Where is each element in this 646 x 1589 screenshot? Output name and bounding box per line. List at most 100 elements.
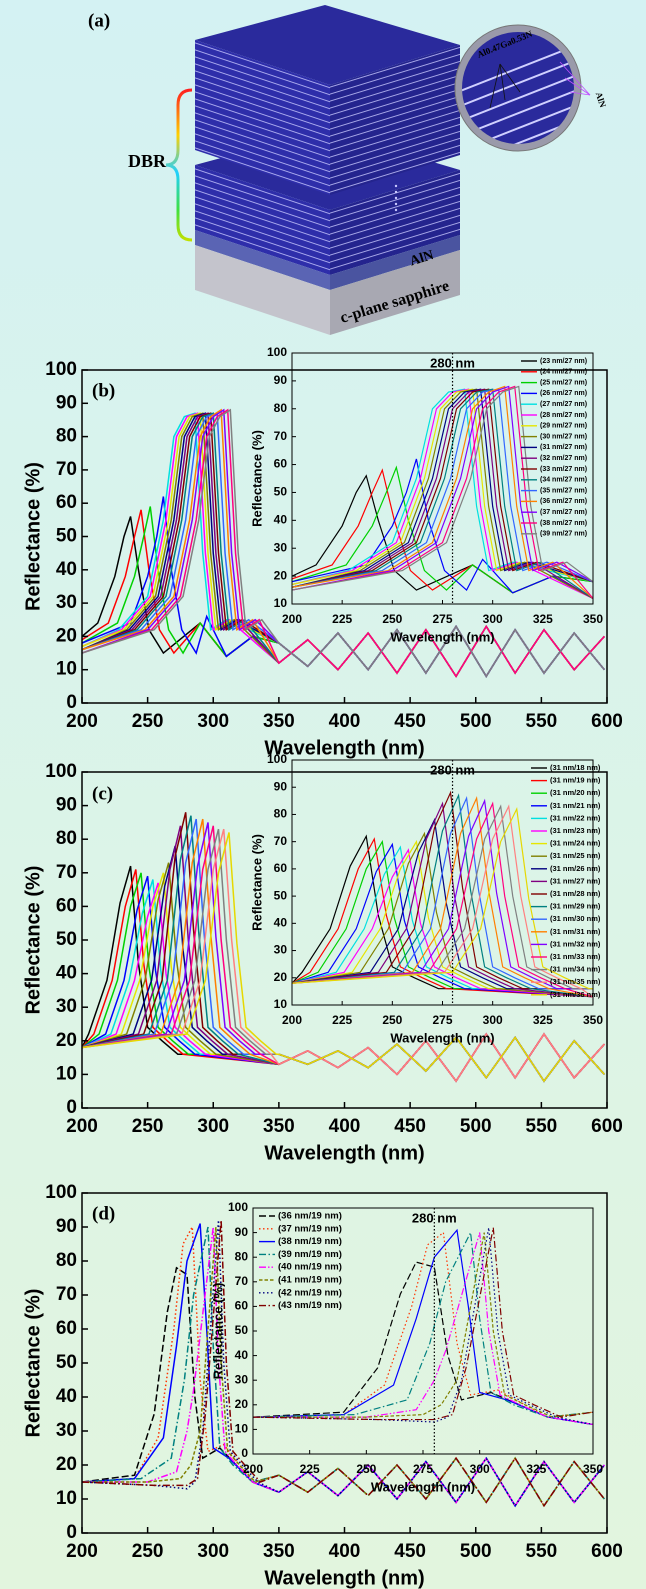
series-line	[82, 408, 605, 678]
series-line	[292, 842, 593, 998]
legend-label: (31 nm/27 nm)	[540, 444, 587, 451]
x-tick-label: 325	[533, 1013, 553, 1027]
legend-label: (23 nm/27 nm)	[540, 358, 587, 365]
y-tick-label: 50	[274, 888, 288, 902]
series-line	[253, 1261, 593, 1426]
x-tick-label: 250	[382, 612, 402, 626]
buffer-label: AlN	[408, 248, 435, 269]
legend-label: (31 nm/32 nm)	[550, 939, 601, 948]
y-tick-label: 10	[274, 997, 288, 1011]
legend-label: (31 nm/18 nm)	[550, 763, 601, 772]
x-tick-label: 550	[526, 711, 558, 732]
y-tick-label: 30	[235, 1372, 249, 1386]
y-tick-label: 30	[56, 996, 77, 1017]
series-line	[292, 385, 593, 591]
y-tick-label: 20	[235, 1397, 249, 1411]
y-tick-label: 70	[56, 459, 77, 480]
series-line	[292, 388, 593, 588]
dot	[394, 208, 398, 212]
legend-label: (31 nm/23 nm)	[550, 826, 601, 835]
series-line	[292, 795, 593, 990]
x-tick-label: 400	[329, 711, 361, 732]
series-line	[292, 388, 593, 588]
pointer-lines	[559, 61, 591, 96]
x-tick-label: 325	[526, 1462, 546, 1476]
x-tick-label: 200	[66, 1541, 98, 1562]
x-tick-label: 250	[132, 711, 164, 732]
x-tick-label: 300	[197, 1116, 229, 1137]
x-tick-label: 250	[382, 1013, 402, 1027]
x-tick-label: 550	[526, 1541, 558, 1562]
legend-label: (38 nm/27 nm)	[540, 520, 587, 527]
dbr-brace	[165, 88, 193, 242]
y-tick-label: 90	[56, 795, 77, 816]
series-line	[292, 465, 593, 594]
legend-label: (36 nm/19 nm)	[278, 1211, 342, 1222]
legend-label: (31 nm/22 nm)	[550, 813, 601, 822]
y-tick-label: 40	[274, 513, 288, 527]
x-tick-label: 275	[413, 1462, 433, 1476]
legend-label: (31 nm/36 nm)	[550, 990, 601, 999]
y-tick-label: 80	[56, 828, 77, 849]
legend-label: (31 nm/20 nm)	[550, 788, 601, 797]
x-tick-label: 275	[432, 612, 452, 626]
y-tick-label: 100	[267, 345, 287, 359]
series-line	[292, 798, 593, 990]
series-line	[82, 828, 605, 1083]
panel-label: (c)	[92, 783, 113, 804]
series-line	[292, 839, 593, 990]
series-line	[292, 804, 593, 990]
x-tick-label: 550	[526, 1116, 558, 1137]
y-tick-label: 60	[56, 895, 77, 916]
y-tick-label: 40	[235, 1348, 249, 1362]
x-tick-label: 350	[263, 1116, 295, 1137]
x-tick-label: 500	[460, 711, 492, 732]
pointer	[564, 77, 591, 96]
y-tick-label: 20	[274, 970, 288, 984]
legend-label: (31 nm/29 nm)	[550, 902, 601, 911]
y-tick-label: 90	[274, 373, 288, 387]
y-tick-label: 60	[274, 457, 288, 471]
series-line	[253, 1228, 593, 1426]
x-tick-label: 350	[583, 1013, 603, 1027]
panel-label: (b)	[92, 380, 115, 401]
x-tick-label: 500	[460, 1541, 492, 1562]
y-axis-title: Reflectance (%)	[249, 430, 264, 527]
series-line	[253, 1232, 593, 1418]
x-tick-label: 200	[66, 711, 98, 732]
series-line	[82, 1220, 605, 1508]
y-tick-label: 90	[235, 1225, 249, 1239]
y-tick-label: 40	[56, 559, 77, 580]
pointer	[489, 63, 501, 109]
y-tick-label: 80	[274, 807, 288, 821]
pointer-lines	[489, 63, 521, 109]
y-axis-title: Reflectance (%)	[249, 834, 264, 931]
series-line	[292, 806, 593, 990]
x-tick-label: 500	[460, 1116, 492, 1137]
x-tick-label: 300	[483, 612, 503, 626]
y-axis-title: Reflectance (%)	[22, 866, 44, 1015]
legend-label: (31 nm/25 nm)	[550, 851, 601, 860]
y-tick-label: 20	[56, 1454, 77, 1475]
y-tick-label: 10	[56, 1063, 77, 1084]
series-line	[292, 385, 593, 591]
y-tick-label: 10	[56, 1488, 77, 1509]
x-tick-label: 400	[329, 1116, 361, 1137]
x-axis-title: Wavelength (nm)	[371, 1479, 475, 1494]
series-line	[292, 795, 593, 998]
series-line	[292, 837, 593, 998]
layer-line	[462, 99, 574, 144]
y-tick-label: 100	[45, 761, 77, 782]
series-line	[292, 845, 593, 990]
x-tick-label: 250	[356, 1462, 376, 1476]
x-axis-title: Wavelength (nm)	[264, 1567, 424, 1589]
legend-label: (37 nm/27 nm)	[540, 509, 587, 516]
y-tick-label: 70	[274, 834, 288, 848]
sapphire-right	[330, 250, 460, 335]
x-tick-label: 300	[483, 1013, 503, 1027]
pointer	[499, 63, 506, 101]
y-tick-label: 50	[274, 485, 288, 499]
x-tick-label: 350	[263, 1541, 295, 1562]
series-line	[292, 385, 593, 600]
sapphire-left	[195, 245, 330, 335]
